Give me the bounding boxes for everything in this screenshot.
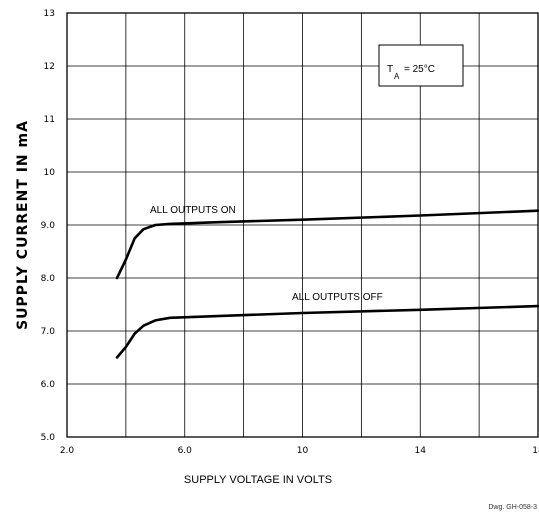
y-tick-label: 6.0 (41, 380, 56, 390)
plot-frame (66, 12, 539, 438)
x-tick-label: 18 (532, 446, 539, 456)
x-tick-label: 6.0 (178, 446, 193, 456)
series-line-outputs-on (115, 209, 539, 280)
x-tick-labels: 2.0 6.0 10 14 18 (60, 446, 539, 456)
y-tick-label: 5.0 (41, 433, 56, 443)
grid (67, 13, 538, 437)
y-tick-label: 10 (44, 168, 56, 178)
y-tick-label: 12 (44, 62, 55, 72)
x-tick-label: 14 (415, 446, 427, 456)
y-tick-label: 11 (44, 115, 55, 125)
y-tick-label: 8.0 (41, 274, 56, 284)
series-label-outputs-off: ALL OUTPUTS OFF (292, 292, 383, 303)
series-line-outputs-off (115, 304, 539, 359)
condition-subscript: A (394, 72, 400, 81)
x-tick-label: 2.0 (60, 446, 75, 456)
condition-box: T A = 25°C (378, 44, 464, 87)
y-tick-labels: 5.0 6.0 7.0 8.0 9.0 10 11 12 13 (41, 9, 56, 443)
x-tick-label: 10 (297, 446, 309, 456)
x-axis-label: SUPPLY VOLTAGE IN VOLTS (184, 474, 332, 486)
y-tick-label: 9.0 (41, 221, 56, 231)
series-label-outputs-on: ALL OUTPUTS ON (150, 205, 236, 216)
series-curves (115, 209, 539, 359)
drawing-reference: Dwg. GH-058-3 (488, 504, 537, 511)
y-tick-label: 7.0 (41, 327, 56, 337)
condition-symbol: T (387, 64, 393, 75)
y-tick-label: 13 (44, 9, 55, 19)
condition-value: = 25°C (404, 64, 435, 75)
y-axis-label: SUPPLY CURRENT IN mA (15, 120, 31, 330)
